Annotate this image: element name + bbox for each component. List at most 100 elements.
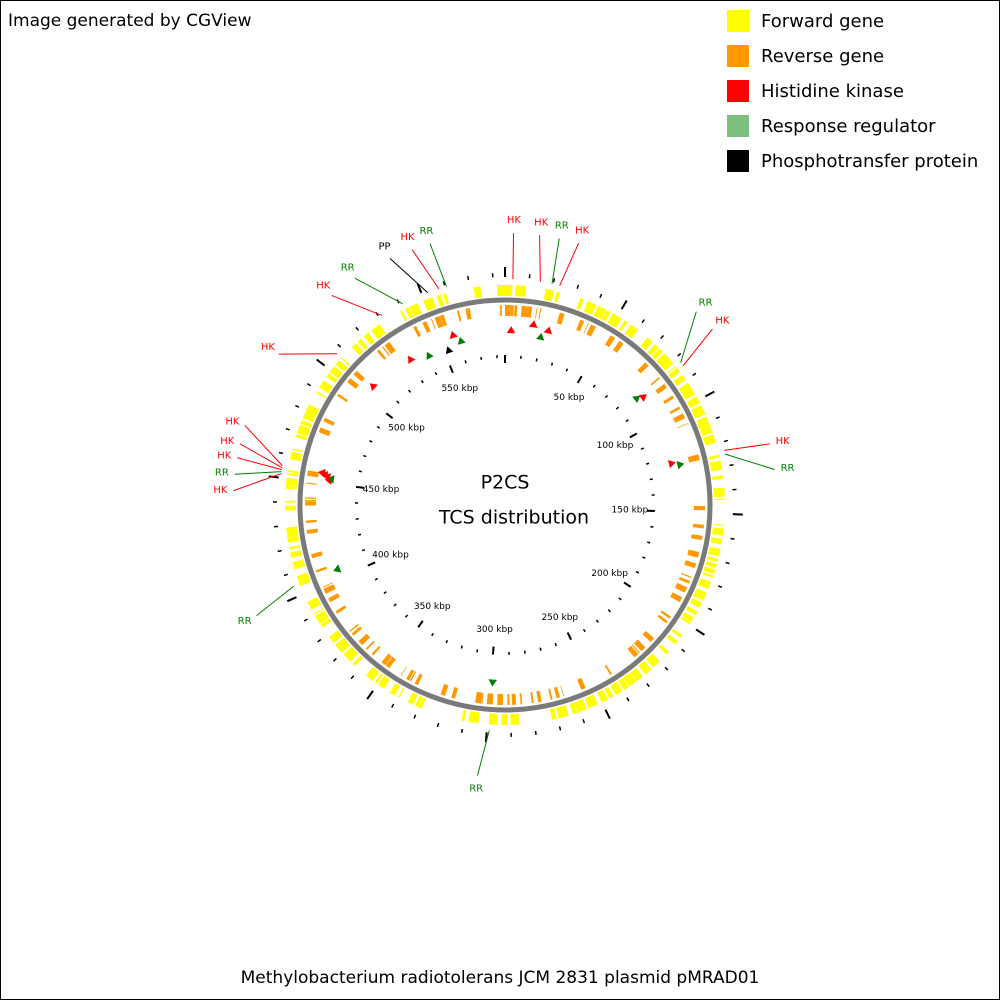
scale-tick xyxy=(408,389,412,393)
reverse-gene xyxy=(633,639,646,652)
forward-gene xyxy=(307,596,322,610)
feature-label: HK xyxy=(776,436,791,447)
forward-gene xyxy=(712,475,724,481)
outer-tick xyxy=(641,319,645,324)
reverse-gene xyxy=(677,423,688,429)
reverse-gene xyxy=(305,499,317,502)
outer-tick xyxy=(725,561,730,565)
outer-tick xyxy=(316,358,326,367)
forward-gene xyxy=(651,348,663,360)
outer-tick xyxy=(484,732,488,743)
outer-tick xyxy=(695,628,705,636)
reverse-gene xyxy=(358,633,371,646)
forward-gene xyxy=(335,637,351,653)
feature-label: HK xyxy=(534,217,549,228)
reverse-gene xyxy=(306,528,318,534)
forward-gene xyxy=(680,616,692,625)
scale-tick xyxy=(629,432,638,439)
reverse-gene xyxy=(481,692,484,704)
feature-marker xyxy=(528,320,538,328)
feature-label: RR xyxy=(469,784,483,795)
feature-label: HK xyxy=(715,316,730,327)
feature-label: RR xyxy=(238,616,252,627)
reverse-gene xyxy=(505,305,511,317)
reverse-gene xyxy=(669,406,681,415)
reverse-gene xyxy=(672,413,686,423)
forward-gene xyxy=(708,454,720,460)
scale-tick xyxy=(374,577,379,581)
forward-gene xyxy=(668,367,681,379)
feature-marker xyxy=(506,326,516,334)
reverse-gene xyxy=(670,592,683,603)
forward-gene xyxy=(706,556,719,562)
forward-gene xyxy=(319,380,333,394)
feature-marker xyxy=(488,679,498,687)
feature-leader xyxy=(512,233,515,280)
forward-gene xyxy=(352,655,363,667)
legend-label: Response regulator xyxy=(761,116,936,137)
scale-tick xyxy=(385,412,394,419)
outer-tick xyxy=(283,573,289,577)
forward-gene xyxy=(409,303,422,317)
outer-tick xyxy=(285,427,290,431)
feature-label: RR xyxy=(341,262,355,273)
forward-gene xyxy=(618,677,629,691)
forward-gene xyxy=(366,667,380,681)
scale-tick xyxy=(550,362,554,366)
feature-marker xyxy=(445,346,454,355)
forward-gene xyxy=(297,424,311,437)
forward-gene xyxy=(473,286,482,299)
forward-gene xyxy=(623,672,637,687)
forward-gene xyxy=(468,711,480,724)
feature-marker xyxy=(426,351,434,360)
forward-gene xyxy=(593,305,607,320)
scale-tick xyxy=(358,470,362,473)
forward-gene xyxy=(374,673,384,684)
outer-tick xyxy=(278,451,284,455)
feature-label: RR xyxy=(419,226,433,237)
forward-gene xyxy=(574,698,587,713)
forward-gene xyxy=(328,630,343,644)
reverse-gene xyxy=(660,610,671,619)
forward-gene xyxy=(713,498,725,500)
forward-gene xyxy=(505,285,513,297)
scale-tick xyxy=(404,614,409,618)
forward-gene xyxy=(461,709,467,722)
outer-tick xyxy=(620,299,628,310)
forward-gene xyxy=(682,612,694,622)
reverse-gene xyxy=(560,685,565,697)
feature-leader xyxy=(724,443,771,451)
scale-tick xyxy=(357,533,362,536)
reverse-gene xyxy=(384,341,396,355)
outer-tick xyxy=(355,326,360,331)
feature-label: HK xyxy=(217,451,232,462)
feature-marker xyxy=(632,395,641,404)
feature-marker xyxy=(667,460,676,469)
forward-gene xyxy=(389,683,401,696)
forward-gene xyxy=(287,469,299,474)
feature-marker xyxy=(408,355,416,364)
scale-tick xyxy=(449,365,454,374)
feature-label: RR xyxy=(781,463,795,474)
forward-gene xyxy=(320,618,332,628)
outer-tick xyxy=(717,585,723,588)
reverse-gene xyxy=(347,378,359,389)
reverse-gene xyxy=(400,666,408,677)
feature-label: HK xyxy=(213,485,228,496)
outer-tick xyxy=(442,281,446,286)
reverse-gene xyxy=(382,346,390,356)
feature-label: HK xyxy=(575,226,590,237)
scale-tick xyxy=(363,454,367,458)
scale-label: 400 kbp xyxy=(372,551,409,561)
scale-tick xyxy=(383,591,387,595)
scale-tick xyxy=(566,632,573,641)
reverse-gene xyxy=(693,506,705,511)
legend-label: Forward gene xyxy=(761,11,884,32)
scale-tick xyxy=(369,440,373,443)
reverse-gene xyxy=(655,383,667,395)
legend-label: Histidine kinase xyxy=(761,81,904,102)
reverse-gene xyxy=(328,593,340,603)
feature-leader xyxy=(680,311,697,363)
